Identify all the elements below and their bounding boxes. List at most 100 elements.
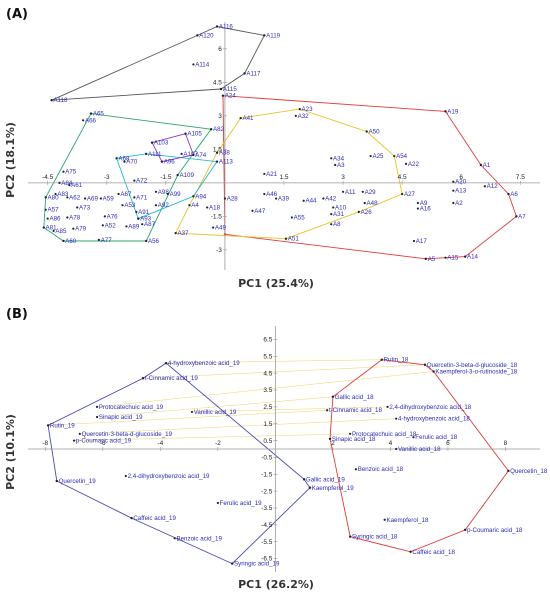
- panel-a-data-point: [215, 151, 219, 154]
- panel-a-data-point: [357, 210, 360, 214]
- panel-a-data-point: [97, 238, 100, 241]
- panel-b-point-label: Benzoic acid_19: [176, 535, 222, 542]
- panel-a-data-point: [507, 192, 510, 196]
- panel-a-point-label: A7: [518, 213, 526, 220]
- panel-a-point-label: A96: [164, 159, 176, 166]
- panel-b-link-line: [74, 433, 351, 441]
- panel-a-data-point: [322, 197, 325, 200]
- panel-a-point-label: A50: [369, 128, 381, 135]
- panel-a-data-point: [99, 197, 102, 200]
- panel-b-y-axis-title: PC2 (10.1%): [4, 414, 17, 490]
- panel-a-point-label: A84: [61, 180, 73, 187]
- panel-a-data-point: [135, 210, 138, 214]
- panel-a-data-point: [133, 179, 136, 182]
- panel-a-group-hull-4: [115, 153, 218, 220]
- panel-a-point-label: A27: [404, 191, 416, 198]
- panel-b-x-tick-label: -8: [42, 440, 48, 447]
- panel-a-point-label: A11: [345, 189, 356, 196]
- panel-a-data-point: [369, 154, 372, 158]
- panel-a-data-point: [444, 110, 447, 113]
- panel-b-x-tick-label: -2: [215, 440, 221, 447]
- panel-b-point-label: Quercetin-3-beta-d-glucoside_19: [82, 431, 173, 438]
- panel-a-point-label: A99: [170, 191, 182, 198]
- panel-a-data-point: [62, 239, 65, 243]
- panel-a-data-point: [215, 160, 219, 163]
- panel-a-data-point: [176, 173, 179, 177]
- panel-a-data-point: [150, 141, 154, 144]
- panel-a-data-point: [452, 189, 455, 192]
- panel-a-point-label: A72: [136, 178, 148, 185]
- panel-a-data-point: [188, 204, 191, 207]
- panel-a-point-label: A12: [487, 183, 499, 190]
- panel-b-group-hull-1: [329, 359, 509, 553]
- panel-b-data-point: [190, 410, 194, 414]
- panel-a-point-label: A118: [53, 97, 68, 104]
- panel-b-y-tick-label: 3.5: [263, 387, 272, 394]
- panel-a-data-point: [212, 226, 215, 229]
- panel-a-point-label: A66: [85, 117, 97, 124]
- panel-a-x-tick-label: -4.5: [42, 174, 54, 181]
- panel-a-data-point: [192, 63, 195, 66]
- panel-a-x-tick-label: 1.5: [279, 174, 288, 181]
- panel-a-y-tick-label: -1.5: [211, 214, 223, 221]
- panel-a-point-label: A47: [254, 208, 266, 215]
- panel-a-point-label: A65: [93, 111, 105, 118]
- panel-b-data-point: [412, 436, 415, 439]
- panel-a-point-label: A70: [126, 159, 138, 166]
- panel-a-data-point: [58, 181, 61, 184]
- panel-b-y-tick-label: -6.5: [261, 556, 273, 563]
- panel-a-point-label: A26: [361, 209, 373, 216]
- panel-b-link-line: [48, 409, 328, 426]
- panel-a-data-point: [334, 163, 337, 167]
- panel-a-point-label: A53: [124, 202, 136, 209]
- panel-a-data-point: [42, 226, 45, 229]
- panel-a-data-point: [330, 157, 333, 160]
- panel-b-data-point: [141, 377, 145, 380]
- panel-a-x-tick-label: 7.5: [516, 174, 525, 181]
- panel-a-point-label: A37: [177, 230, 189, 237]
- panel-a-data-point: [137, 217, 140, 220]
- panel-a-point-label: A5: [428, 256, 436, 263]
- panel-a-data-point: [154, 204, 158, 207]
- panel-a-point-label: A41: [242, 115, 254, 122]
- panel-b-x-tick-label: 8: [504, 440, 508, 447]
- panel-a-point-label: A89: [128, 223, 140, 230]
- panel-a-data-point: [115, 157, 118, 160]
- panel-a-data-point: [298, 108, 301, 111]
- panel-a-data-point: [330, 223, 333, 226]
- panel-a-point-label: A14: [467, 254, 479, 261]
- panel-b-point-label: Kaempferol_18: [386, 517, 429, 524]
- panel-a-point-label: A46: [266, 191, 278, 198]
- panel-a-data-point: [365, 130, 368, 133]
- panel-a-data-point: [123, 160, 126, 163]
- panel-b-x-axis-title: PC1 (26.2%): [238, 578, 314, 591]
- panel-a-point-label: A87: [144, 221, 156, 228]
- panel-b-link-line: [97, 396, 333, 418]
- panel-a-point-label: A4: [191, 202, 199, 209]
- panel-b-x-tick-label: 4: [389, 440, 393, 447]
- panel-a-data-point: [103, 215, 106, 218]
- panel-a-point-label: A91: [138, 209, 150, 216]
- panel-a-point-label: A52: [105, 222, 117, 229]
- panel-b-points: 4-hydroxybenzoic acid_19 t-Cinnamic acid_…: [47, 357, 548, 568]
- panel-a-point-label: A78: [69, 214, 81, 221]
- panel-a-point-label: A54: [396, 153, 408, 160]
- panel-a-data-point: [166, 192, 169, 196]
- panel-a-data-point: [341, 190, 345, 193]
- panel-a-data-point: [515, 215, 518, 218]
- panel-a-data-point: [196, 34, 199, 37]
- panel-b-point-label: t-Cinnamic acid_19: [145, 375, 199, 382]
- panel-a-data-point: [44, 208, 47, 211]
- panel-a-data-point: [294, 114, 297, 117]
- panel-a-y-axis-title: PC2 (18.1%): [4, 122, 17, 198]
- panel-a-data-point: [180, 152, 183, 155]
- panel-a-point-label: A113: [219, 159, 234, 166]
- panel-a-data-point: [483, 185, 486, 188]
- panel-a-data-point: [184, 132, 187, 135]
- panel-a-data-point: [145, 239, 148, 243]
- panel-a-point-label: A60: [65, 238, 77, 245]
- panel-b-point-label: Gallic acid_19: [306, 476, 345, 483]
- panel-a-data-point: [284, 237, 288, 240]
- panel-a-point-label: A23: [302, 106, 314, 113]
- panel-a-point-label: A119: [266, 32, 281, 39]
